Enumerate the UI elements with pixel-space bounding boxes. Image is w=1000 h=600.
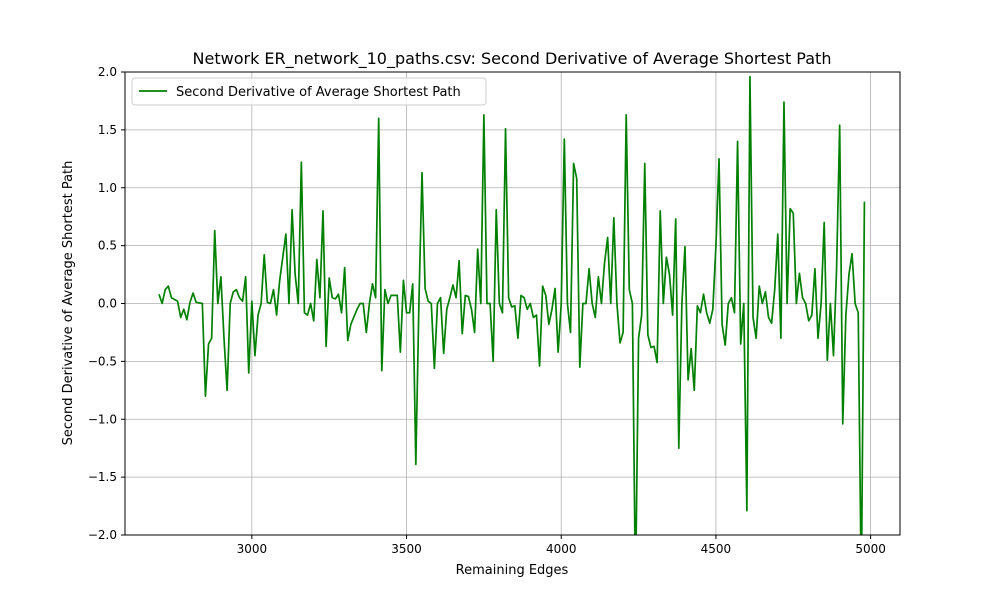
chart-title: Network ER_network_10_paths.csv: Second … xyxy=(193,49,832,69)
y-tick-label: −1.5 xyxy=(88,470,117,484)
x-tick-label: 4500 xyxy=(701,542,732,556)
x-axis-label: Remaining Edges xyxy=(456,563,569,578)
x-axis-ticks: 3000 3500 4000 4500 5000 xyxy=(237,535,886,556)
y-tick-label: 1.5 xyxy=(98,123,117,137)
y-tick-label: −0.5 xyxy=(88,354,117,368)
x-tick-label: 4000 xyxy=(546,542,577,556)
y-axis-label: Second Derivative of Average Shortest Pa… xyxy=(61,161,76,446)
y-tick-label: 1.0 xyxy=(98,181,117,195)
plot-frame xyxy=(124,71,901,536)
series-line xyxy=(158,75,866,535)
y-tick-label: 0.5 xyxy=(98,239,117,253)
legend-entry: Second Derivative of Average Shortest Pa… xyxy=(176,85,461,100)
y-axis-ticks: −2.0 −1.5 −1.0 −0.5 0.0 0.5 1.0 1.5 2.0 xyxy=(88,65,125,542)
x-tick-label: 5000 xyxy=(855,542,886,556)
legend: Second Derivative of Average Shortest Pa… xyxy=(131,77,487,106)
x-tick-label: 3500 xyxy=(391,542,422,556)
y-tick-label: 0.0 xyxy=(98,297,117,311)
y-tick-label: −2.0 xyxy=(88,528,117,542)
x-tick-label: 3000 xyxy=(237,542,268,556)
y-tick-label: 2.0 xyxy=(98,65,117,79)
y-tick-label: −1.0 xyxy=(88,412,117,426)
legend-box xyxy=(131,77,487,106)
